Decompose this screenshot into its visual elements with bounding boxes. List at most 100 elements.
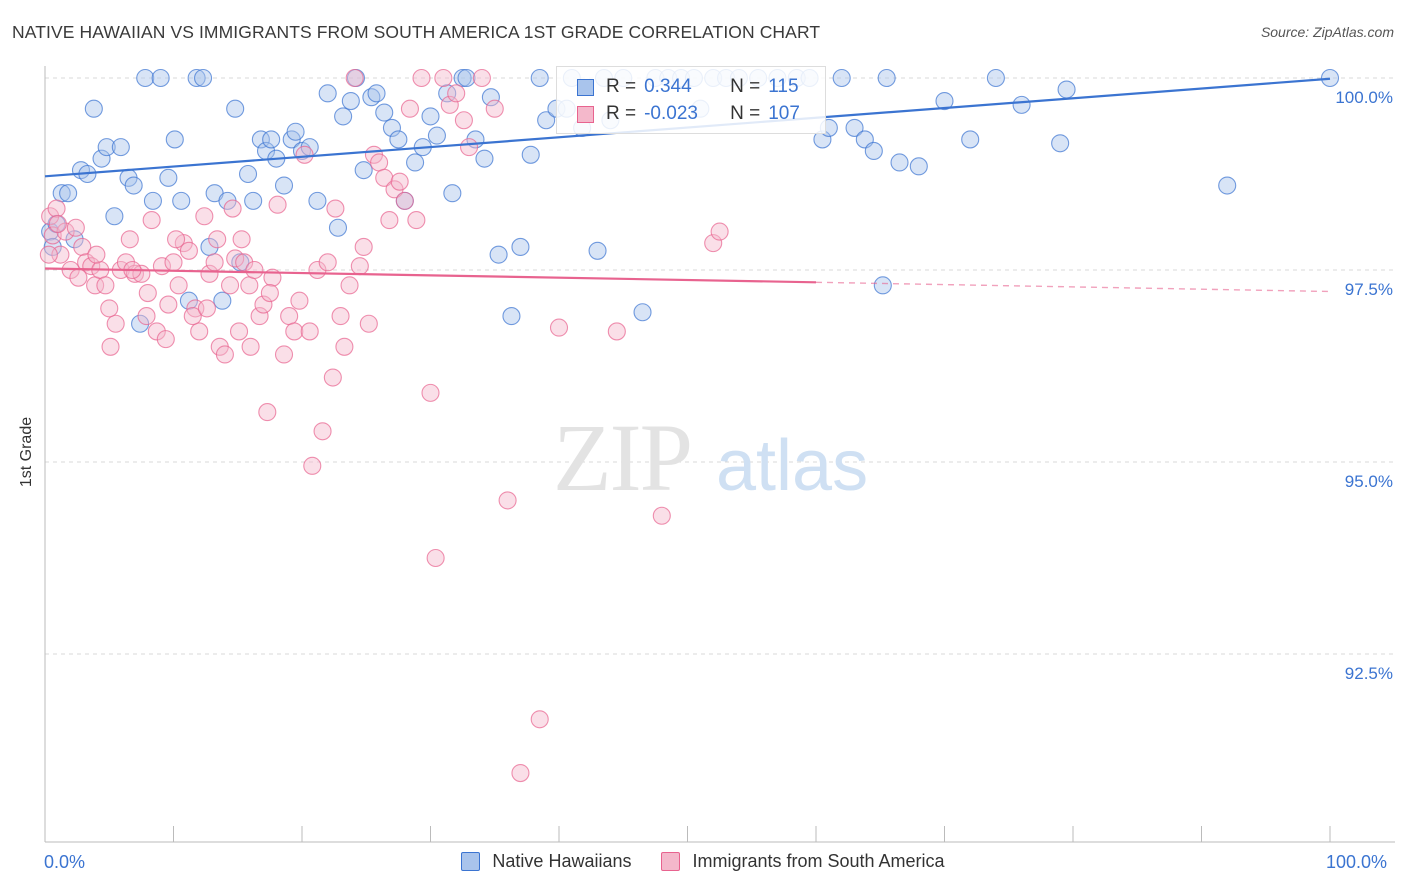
trend-line-immigrants-dashed	[815, 281, 1331, 293]
bottom-legend-item-immigrants: Immigrants from South America	[661, 851, 945, 872]
source-label: Source: ZipAtlas.com	[1260, 24, 1394, 40]
legend-row-pink: R = -0.023 N = 107	[577, 102, 820, 126]
data-point	[1012, 95, 1031, 114]
legend-n-label: N =	[730, 103, 761, 124]
data-point	[187, 68, 206, 88]
axes	[44, 66, 1395, 843]
data-point	[213, 291, 232, 310]
data-point	[223, 199, 242, 218]
data-point	[183, 307, 202, 326]
data-point	[380, 211, 399, 230]
data-point	[421, 383, 440, 402]
watermark-zip: ZIP	[553, 404, 691, 511]
data-point	[208, 230, 227, 249]
data-point	[1051, 134, 1070, 153]
data-point	[354, 237, 373, 257]
data-point	[151, 68, 170, 88]
data-point	[138, 283, 157, 303]
data-point	[313, 422, 332, 441]
data-point	[47, 199, 66, 218]
data-point	[136, 68, 155, 88]
data-point	[268, 195, 287, 214]
data-point	[159, 295, 178, 314]
data-point	[457, 68, 476, 88]
data-point	[190, 322, 209, 341]
data-point	[120, 230, 139, 249]
data-point	[308, 191, 327, 210]
legend-swatch-blue	[461, 852, 481, 871]
series-immigrants-south-america	[39, 68, 729, 783]
data-point	[354, 161, 373, 180]
data-point	[200, 264, 219, 283]
data-point	[84, 99, 103, 118]
data-point	[521, 145, 540, 164]
data-point	[845, 118, 864, 137]
data-point	[164, 253, 183, 272]
bottom-legend: Native Hawaiians Immigrants from South A…	[0, 851, 1406, 872]
data-point	[909, 157, 928, 176]
x-tick-label-left: 0.0%	[44, 852, 86, 872]
data-point	[406, 153, 425, 172]
data-point	[549, 318, 569, 337]
data-point	[326, 199, 345, 218]
data-point	[443, 184, 462, 203]
data-point	[472, 68, 491, 88]
data-point	[375, 168, 394, 187]
data-point	[286, 122, 305, 141]
y-tick-label: 92.5%	[1345, 664, 1393, 683]
data-point	[832, 68, 851, 88]
data-point	[179, 241, 198, 260]
data-point	[229, 322, 249, 341]
data-point	[111, 138, 130, 157]
data-point	[96, 276, 115, 295]
data-point	[485, 99, 504, 118]
legend-r-label: R =	[606, 76, 637, 97]
data-point	[1057, 80, 1076, 99]
data-point	[232, 230, 251, 249]
data-point	[124, 176, 143, 195]
legend-swatch-blue	[577, 78, 594, 96]
data-point	[652, 506, 671, 525]
data-point	[489, 245, 508, 264]
data-point	[41, 207, 60, 226]
legend-label-native-hawaiians: Native Hawaiians	[492, 851, 632, 871]
data-point	[390, 172, 409, 191]
data-point	[165, 130, 184, 149]
x-tick-label-right: 100.0%	[1326, 852, 1388, 872]
legend-n-value: 107	[768, 103, 800, 124]
data-point	[69, 268, 88, 287]
data-point	[92, 149, 111, 168]
data-point	[159, 168, 178, 187]
data-point	[633, 303, 652, 322]
data-point	[167, 230, 186, 249]
data-point	[197, 299, 216, 318]
legend-r-label: R =	[606, 103, 637, 124]
data-point	[39, 245, 58, 264]
legend-label-immigrants: Immigrants from South America	[692, 851, 945, 871]
y-tick-label: 100.0%	[1335, 88, 1393, 107]
data-point	[421, 107, 440, 126]
data-point	[382, 118, 402, 137]
data-point	[131, 314, 150, 333]
data-point	[530, 68, 549, 88]
data-point	[511, 237, 530, 257]
data-point	[498, 491, 517, 510]
data-point	[226, 249, 245, 268]
data-point	[169, 276, 188, 295]
data-point	[607, 322, 626, 341]
legend-n-value: 115	[768, 76, 799, 97]
data-point	[502, 307, 521, 326]
data-point	[280, 307, 299, 326]
data-point	[704, 234, 723, 253]
data-point	[59, 184, 78, 203]
y-axis-label: 1st Grade	[18, 416, 35, 488]
data-point	[106, 314, 125, 333]
data-point	[290, 291, 309, 310]
data-point	[300, 322, 319, 341]
legend-row-blue: R = 0.344 N = 115	[577, 75, 819, 99]
data-point	[73, 237, 92, 257]
data-point	[323, 368, 342, 387]
data-point	[370, 153, 389, 172]
data-point	[285, 322, 304, 341]
data-point	[295, 145, 314, 164]
